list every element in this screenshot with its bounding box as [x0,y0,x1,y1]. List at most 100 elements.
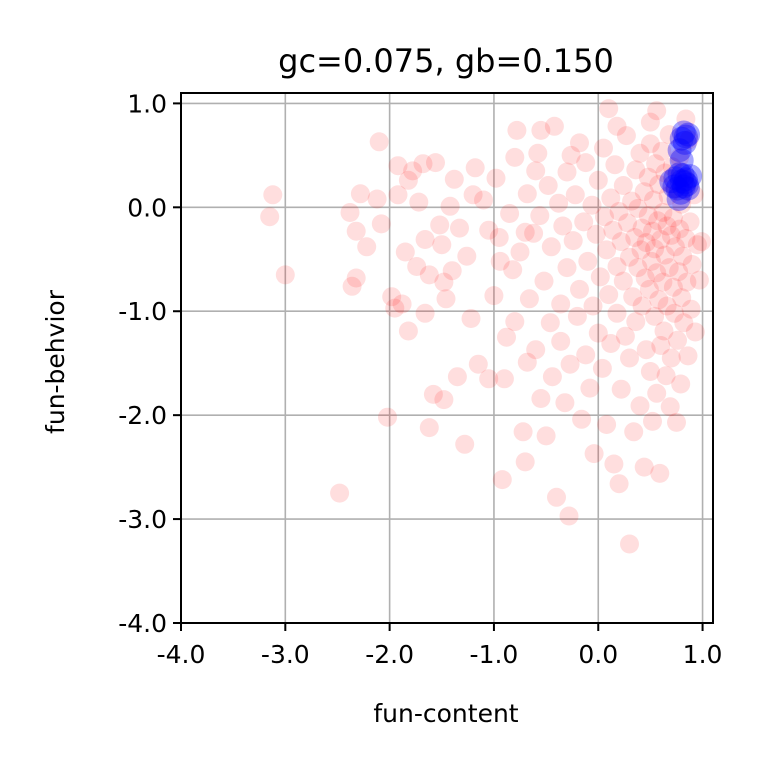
red-data-point [557,162,577,182]
red-data-point [609,202,629,221]
red-data-point [670,219,690,239]
red-data-point [659,258,679,278]
red-data-point [565,185,585,205]
red-data-point [419,265,439,285]
blue-data-point [669,148,694,173]
red-data-point [685,322,705,342]
red-data-point [675,168,695,188]
x-tick-label: 0.0 [578,640,618,669]
blue-data-point [673,124,698,149]
red-data-point [673,246,693,266]
blue-data-point [678,164,703,189]
blue-data-point [667,162,692,187]
red-data-point [603,220,623,240]
red-data-point [663,277,683,297]
red-data-point [653,272,673,292]
red-data-point [656,366,676,386]
red-data-point [447,367,467,387]
red-data-point [659,125,679,145]
red-data-point [526,340,546,360]
red-data-point [534,271,554,291]
red-data-point [601,188,621,208]
red-data-point [618,213,637,233]
red-data-point [677,272,697,292]
red-data-point [605,155,625,175]
red-data-point [583,296,603,316]
blue-data-point [668,180,693,205]
red-data-point [650,463,670,483]
red-data-point [654,321,674,341]
blue-data-point [663,166,688,191]
red-data-point [604,454,624,474]
red-data-point [684,185,704,205]
red-data-point [611,379,631,399]
x-tick-label: -2.0 [365,640,414,669]
red-data-point [620,534,639,554]
red-data-point [674,313,694,333]
red-data-point [510,242,530,262]
red-data-point [590,267,610,287]
red-data-point [661,225,681,245]
red-data-point [657,216,677,236]
red-data-point [346,268,366,288]
red-data-point [505,147,525,167]
red-data-point [592,358,612,378]
red-data-point [623,287,643,307]
red-data-point [388,185,408,205]
red-data-point [670,147,690,167]
red-data-point [563,231,583,251]
red-data-point [682,255,702,274]
red-data-point [486,168,506,188]
red-data-point [528,143,548,163]
red-data-point [620,247,639,267]
red-data-point [330,483,350,503]
red-data-point [484,286,504,306]
red-data-point [415,230,435,249]
x-tick-label: -4.0 [157,640,206,669]
red-data-point [560,354,580,374]
red-data-point [611,232,631,252]
red-data-point [642,251,661,271]
red-data-point [671,374,691,394]
red-data-point [263,185,283,205]
red-data-point [632,218,652,238]
red-data-point [551,331,571,351]
red-data-point [660,397,680,417]
red-data-point [517,184,537,204]
red-data-point [489,228,509,247]
red-data-point [584,444,604,464]
red-data-point [494,369,514,389]
red-data-point [426,153,445,173]
red-data-point [479,220,499,240]
red-data-point [638,206,658,226]
red-data-point [687,235,707,255]
red-data-point [465,158,485,178]
red-data-point [655,245,675,265]
red-data-point [651,336,671,355]
red-data-point [561,145,581,165]
red-data-point [601,334,621,353]
red-data-point [640,134,660,154]
red-data-point [672,194,692,214]
red-data-point [342,276,362,296]
blue-data-point [670,163,695,188]
red-data-point [275,265,295,285]
red-data-point [378,407,397,427]
red-data-point [628,198,648,218]
red-data-point [580,378,600,398]
red-data-point [613,271,633,291]
red-data-point [626,160,646,180]
red-data-point [636,340,656,360]
red-data-point [524,223,544,243]
blue-data-point [669,126,694,151]
red-data-point [658,186,678,206]
red-data-point [640,112,660,132]
blue-data-point [676,176,700,201]
red-data-point [407,257,427,276]
red-data-point [572,409,592,429]
red-data-point [644,190,663,210]
red-data-point [549,193,569,213]
red-data-point [505,312,525,332]
red-data-point [559,506,579,526]
blue-data-point [669,169,694,194]
